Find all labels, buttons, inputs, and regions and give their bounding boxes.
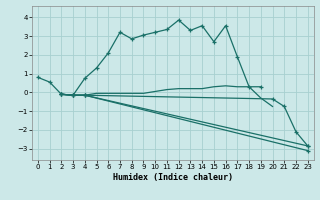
X-axis label: Humidex (Indice chaleur): Humidex (Indice chaleur) (113, 173, 233, 182)
